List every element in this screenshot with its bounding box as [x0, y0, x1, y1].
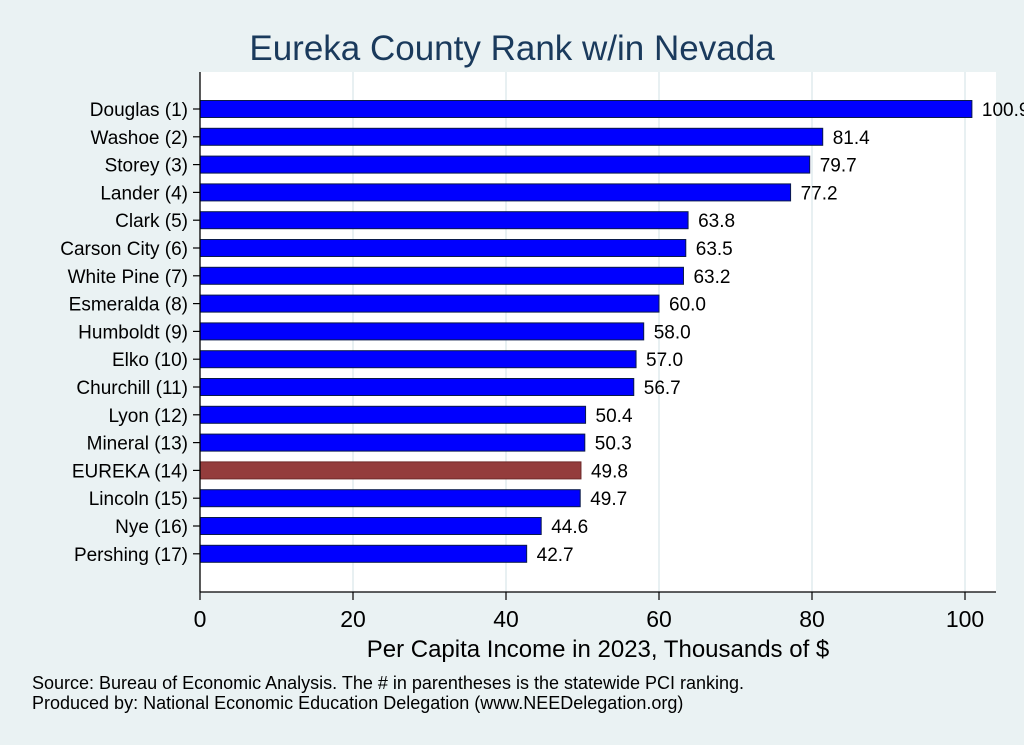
x-tick-label: 80 [799, 606, 825, 632]
bar [199, 155, 811, 174]
category-label: Lyon (12) [108, 406, 188, 427]
value-label: 49.8 [591, 461, 628, 482]
value-label: 60.0 [669, 295, 706, 316]
category-label: White Pine (7) [68, 267, 188, 288]
x-tick-label: 20 [340, 606, 366, 632]
tick-layer: 0 20 40 60 80 100 Douglas (1) Washoe (2) Storey … [60, 100, 984, 632]
x-tick-label: 60 [646, 606, 672, 632]
category-label: Washoe (2) [91, 128, 189, 149]
x-axis-title: Per Capita Income in 2023, Thousands of … [367, 636, 830, 663]
bar [199, 100, 973, 118]
value-label: 81.4 [833, 128, 870, 149]
x-tick-label: 40 [493, 606, 519, 632]
category-label: Churchill (11) [76, 378, 188, 399]
value-label: 42.7 [537, 545, 574, 566]
bar [199, 544, 528, 563]
bar-highlight [199, 461, 582, 480]
bar [199, 239, 687, 257]
value-label: 63.2 [693, 267, 730, 288]
value-label: 49.7 [590, 489, 627, 510]
bar [199, 322, 645, 341]
category-label: Nye (16) [115, 517, 188, 538]
category-label: Carson City (6) [60, 239, 188, 260]
value-label: 56.7 [644, 378, 681, 399]
value-label: 57.0 [646, 350, 683, 371]
bar [199, 405, 587, 424]
bar [199, 266, 684, 285]
category-label: Elko (10) [112, 350, 188, 371]
value-label: 58.0 [654, 322, 691, 343]
value-label: 100.9 [982, 100, 1024, 121]
bar [199, 183, 792, 202]
category-label: Esmeralda (8) [69, 295, 188, 316]
bar [199, 294, 660, 313]
value-label: 44.6 [551, 517, 588, 538]
category-label: Douglas (1) [90, 100, 188, 121]
bar [199, 517, 542, 535]
x-tick-label: 0 [194, 606, 207, 632]
category-label: Clark (5) [115, 211, 188, 232]
source-note: Source: Bureau of Economic Analysis. The… [32, 673, 744, 693]
bar [199, 127, 824, 146]
bar [199, 433, 586, 452]
category-label: Lincoln (15) [89, 489, 188, 510]
value-label: 77.2 [801, 183, 838, 204]
category-label: Storey (3) [105, 156, 188, 177]
bar-layer: 100.9 81.4 79.7 77.2 63.8 63.5 63.2 60.0 58.0 57.… [199, 100, 1024, 566]
bar [199, 350, 637, 369]
value-label: 50.4 [596, 406, 633, 427]
category-label: Humboldt (9) [78, 322, 188, 343]
chart-title: Eureka County Rank w/in Nevada [249, 29, 775, 68]
x-tick-label: 100 [946, 606, 984, 632]
value-label: 63.8 [698, 211, 735, 232]
category-label: Lander (4) [100, 183, 188, 204]
bar [199, 378, 635, 396]
value-label: 79.7 [820, 156, 857, 177]
bar [199, 211, 689, 230]
bar [199, 489, 581, 508]
category-label: EUREKA (14) [72, 461, 188, 482]
category-label: Mineral (13) [87, 434, 188, 455]
category-label: Pershing (17) [74, 545, 188, 566]
value-label: 63.5 [696, 239, 733, 260]
producer-note: Produced by: National Economic Education… [32, 693, 683, 713]
value-label: 50.3 [595, 434, 632, 455]
